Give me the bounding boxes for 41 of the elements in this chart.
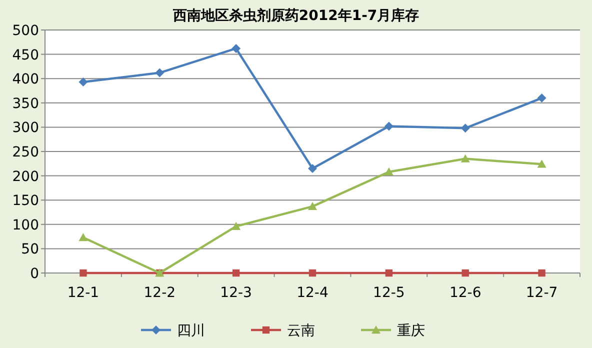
point — [538, 269, 546, 277]
x-tick-label: 12-6 — [449, 285, 482, 301]
y-tick-label: 300 — [12, 120, 39, 136]
point — [232, 44, 241, 53]
x-tick-label: 12-3 — [220, 285, 252, 301]
y-tick-label: 100 — [12, 217, 39, 234]
point — [385, 269, 393, 277]
y-tick-label: 350 — [12, 96, 39, 112]
title: 西南地区杀虫剂原药2012年1-7月库存 — [172, 8, 420, 24]
x-tick-label: 12-1 — [67, 285, 100, 301]
y-tick-label: 450 — [12, 47, 39, 64]
point — [460, 154, 470, 162]
legend-label: 云南 — [287, 323, 315, 339]
point — [80, 269, 87, 277]
point — [384, 122, 394, 131]
point — [462, 269, 469, 277]
legend-label: 四川 — [177, 323, 205, 339]
x-tick-label: 12-4 — [296, 285, 328, 301]
point — [537, 94, 546, 103]
point — [78, 233, 88, 242]
y-tick-label: 400 — [12, 72, 39, 88]
y-tick-label: 500 — [12, 23, 39, 39]
y-tick-label: 0 — [30, 266, 39, 282]
point — [537, 160, 546, 168]
y-tick-label: 200 — [12, 168, 39, 185]
y-tick-label: 150 — [12, 193, 39, 210]
y-tick-label: 250 — [12, 144, 39, 160]
legend-label: 重庆 — [397, 323, 425, 339]
point — [232, 269, 240, 277]
point — [308, 164, 317, 174]
point — [155, 68, 164, 78]
point — [232, 222, 241, 230]
x-tick-label: 12-7 — [526, 285, 558, 301]
x-tick-label: 12-5 — [373, 285, 405, 301]
y-tick-label: 50 — [21, 242, 39, 258]
point — [308, 269, 316, 277]
point — [460, 124, 470, 133]
point — [78, 78, 88, 86]
x-tick-label: 12-2 — [144, 285, 176, 301]
point — [308, 202, 317, 210]
point — [384, 167, 394, 176]
